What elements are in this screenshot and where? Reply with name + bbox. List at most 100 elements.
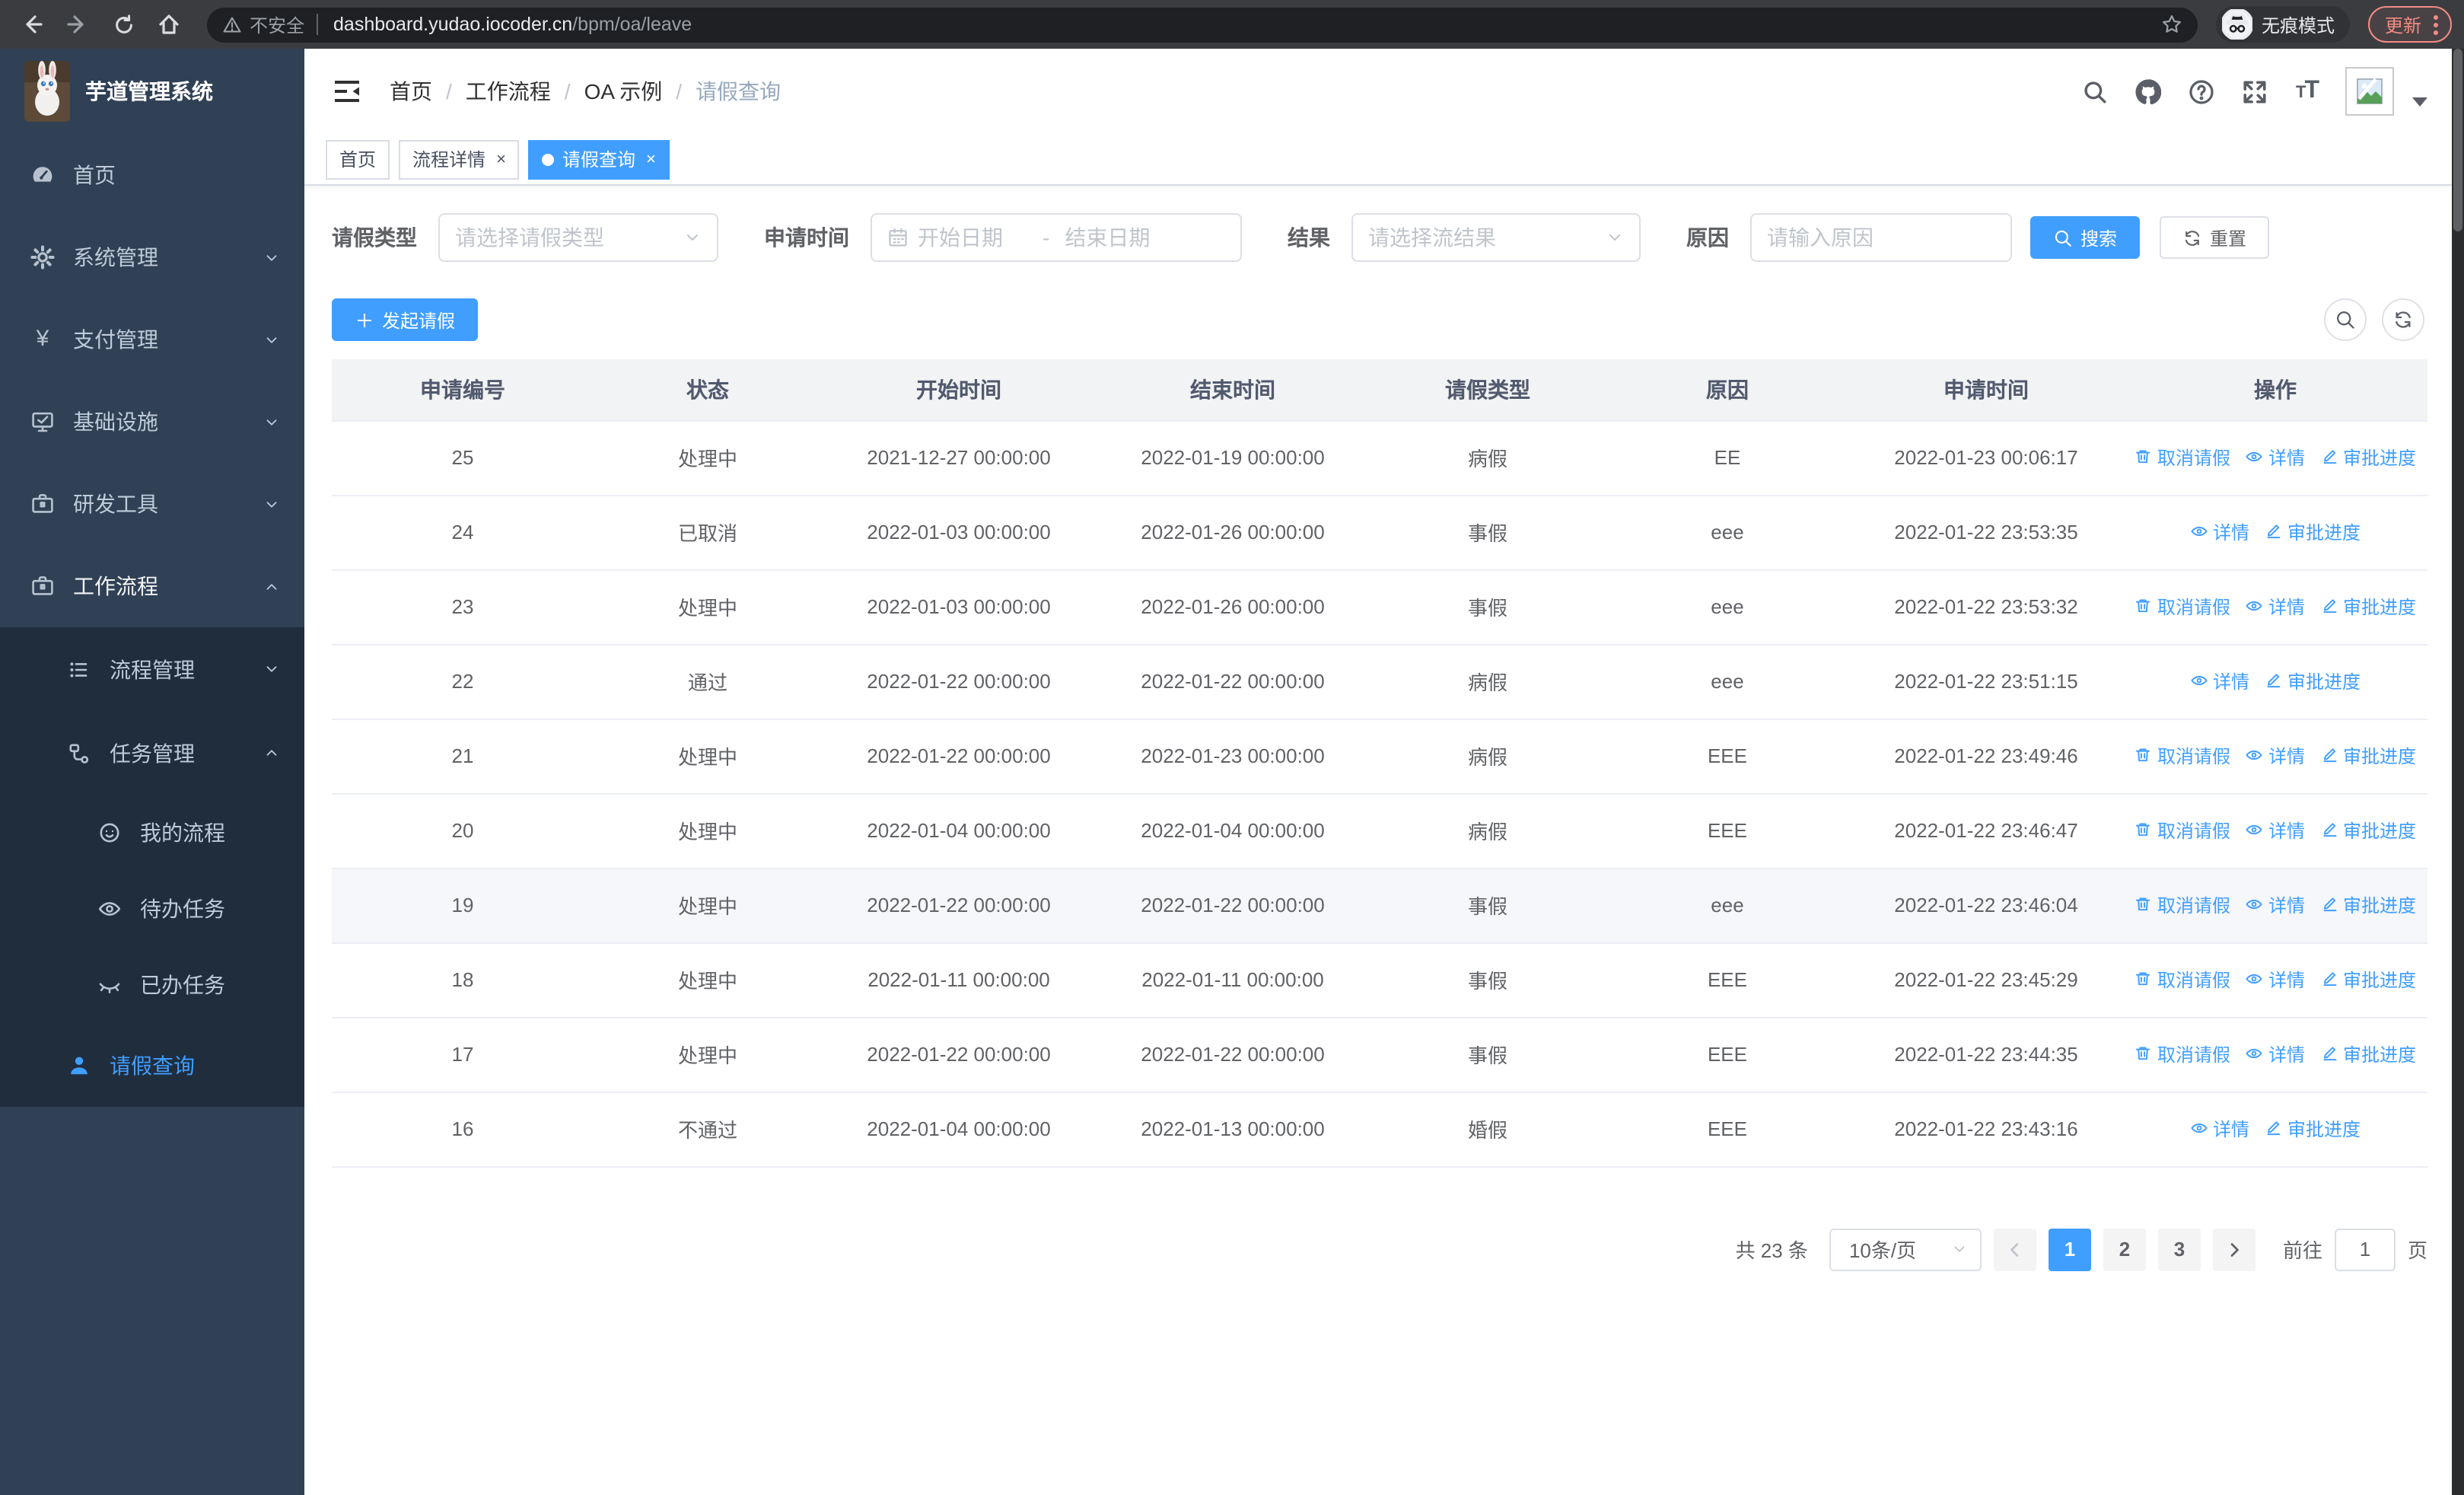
browser-home-button[interactable]: [149, 5, 189, 44]
sidebar-item[interactable]: 待办任务: [0, 871, 304, 947]
reason-input[interactable]: [1767, 225, 1995, 250]
reset-button[interactable]: 重置: [2160, 216, 2270, 259]
sidebar-item[interactable]: 请假查询: [0, 1023, 304, 1107]
leave-type-select[interactable]: [438, 213, 718, 262]
cell-start-time: 2022-01-04 00:00:00: [822, 793, 1096, 869]
app-logo[interactable]: 芋道管理系统: [0, 49, 304, 134]
detail-action-link[interactable]: 详情: [2246, 892, 2305, 918]
progress-action-link[interactable]: 审批进度: [2320, 743, 2416, 769]
tag-tabs-bar: 首页 流程详情 × 请假查询 ×: [304, 134, 2452, 186]
page-button-2[interactable]: 2: [2103, 1228, 2146, 1270]
tab-home[interactable]: 首页: [326, 139, 390, 179]
browser-back-button[interactable]: [12, 5, 52, 44]
apply-time-range-picker[interactable]: -: [871, 213, 1242, 262]
cell-apply-time: 2022-01-22 23:49:46: [1849, 719, 2123, 794]
detail-action-link[interactable]: 详情: [2246, 743, 2305, 769]
detail-action-link[interactable]: 详情: [2246, 594, 2305, 620]
header-search-icon[interactable]: [2083, 78, 2109, 104]
detail-action-link[interactable]: 详情: [2246, 967, 2305, 993]
sidebar-item[interactable]: 流程管理: [0, 627, 304, 711]
action-label: 详情: [2212, 671, 2249, 693]
sidebar-item[interactable]: 我的流程: [0, 795, 304, 871]
browser-reload-button[interactable]: [103, 5, 143, 44]
collapse-sidebar-icon[interactable]: [332, 76, 362, 107]
progress-action-link[interactable]: 审批进度: [2265, 1116, 2361, 1142]
refresh-table-button[interactable]: [2382, 298, 2424, 341]
fullscreen-icon[interactable]: [2243, 78, 2268, 104]
progress-action-link[interactable]: 审批进度: [2320, 445, 2416, 470]
address-bar[interactable]: 不安全 dashboard.yudao.iocoder.cn/bpm/oa/le…: [207, 7, 2198, 42]
sidebar-item[interactable]: 研发工具: [0, 463, 304, 545]
leave-type-select-input[interactable]: [455, 225, 674, 250]
sidebar-item[interactable]: 首页: [0, 134, 304, 216]
eye-icon: [2246, 900, 2263, 910]
result-select[interactable]: [1351, 213, 1641, 262]
user-avatar[interactable]: [2345, 67, 2394, 116]
sidebar-item[interactable]: 已办任务: [0, 947, 304, 1023]
browser-menu-icon[interactable]: [2434, 14, 2438, 34]
sidebar-item-label: 研发工具: [73, 492, 158, 516]
sidebar-item[interactable]: ¥ 支付管理: [0, 298, 304, 381]
cancel-action-link[interactable]: 取消请假: [2135, 967, 2230, 993]
sidebar-item[interactable]: 工作流程: [0, 545, 304, 627]
avatar-caret-icon[interactable]: [2412, 97, 2427, 107]
breadcrumb-item[interactable]: OA 示例: [584, 79, 663, 104]
detail-action-link[interactable]: 详情: [2246, 445, 2305, 470]
cancel-action-link[interactable]: 取消请假: [2135, 594, 2230, 620]
sidebar-item-label: 工作流程: [73, 574, 158, 598]
progress-action-link[interactable]: 审批进度: [2265, 519, 2361, 545]
search-button[interactable]: 搜索: [2030, 216, 2141, 259]
end-date-input[interactable]: [1065, 225, 1175, 250]
sidebar-item[interactable]: 系统管理: [0, 216, 304, 298]
breadcrumb-item[interactable]: 首页: [390, 79, 432, 104]
tab-leave-query[interactable]: 请假查询 ×: [528, 139, 670, 179]
close-tab-icon[interactable]: ×: [496, 150, 506, 168]
detail-action-link[interactable]: 详情: [2246, 1041, 2305, 1067]
tab-process-detail[interactable]: 流程详情 ×: [399, 139, 520, 179]
browser-update-button[interactable]: 更新: [2367, 6, 2452, 43]
page-size-select[interactable]: 10条/页: [1829, 1228, 1982, 1270]
toggle-search-button[interactable]: [2324, 298, 2367, 341]
progress-action-link[interactable]: 审批进度: [2320, 818, 2416, 843]
sidebar: 芋道管理系统 首页 系统管理 ¥ 支付管理 基础设施研发工具工作流程流程管理 任务管理我的…: [0, 49, 304, 1495]
github-icon[interactable]: [2136, 78, 2162, 104]
detail-action-link[interactable]: 详情: [2190, 519, 2249, 545]
prev-page-button[interactable]: [1993, 1228, 2036, 1270]
cancel-action-link[interactable]: 取消请假: [2135, 818, 2230, 843]
cancel-action-link[interactable]: 取消请假: [2135, 892, 2230, 918]
cell-leave-type: 病假: [1370, 420, 1606, 496]
close-tab-icon[interactable]: ×: [645, 150, 656, 168]
page-button-1[interactable]: 1: [2048, 1228, 2091, 1270]
create-leave-button[interactable]: 发起请假: [332, 298, 479, 341]
tab-label: 请假查询: [562, 149, 635, 171]
next-page-button[interactable]: [2212, 1228, 2255, 1270]
page-button-3[interactable]: 3: [2157, 1228, 2201, 1270]
progress-action-link[interactable]: 审批进度: [2320, 967, 2416, 993]
sidebar-item-label: 我的流程: [140, 821, 225, 845]
result-label: 结果: [1288, 225, 1330, 250]
progress-action-link[interactable]: 审批进度: [2320, 1041, 2416, 1067]
start-date-input[interactable]: [918, 225, 1027, 250]
bookmark-star-icon[interactable]: [2161, 14, 2182, 35]
detail-action-link[interactable]: 详情: [2190, 668, 2249, 694]
cancel-action-link[interactable]: 取消请假: [2135, 1041, 2230, 1067]
progress-action-link[interactable]: 审批进度: [2265, 668, 2361, 694]
monitor-icon: [32, 412, 53, 432]
sidebar-item[interactable]: 基础设施: [0, 381, 304, 463]
goto-page-input[interactable]: [2334, 1228, 2396, 1270]
font-size-icon[interactable]: TT: [2295, 78, 2319, 104]
progress-action-link[interactable]: 审批进度: [2320, 892, 2416, 918]
scrollbar-thumb[interactable]: [2453, 49, 2462, 231]
cancel-action-link[interactable]: 取消请假: [2135, 743, 2230, 769]
detail-action-link[interactable]: 详情: [2190, 1116, 2249, 1142]
detail-action-link[interactable]: 详情: [2246, 818, 2305, 843]
cancel-action-link[interactable]: 取消请假: [2135, 445, 2230, 470]
progress-action-link[interactable]: 审批进度: [2320, 594, 2416, 620]
result-select-input[interactable]: [1368, 225, 1597, 250]
browser-forward-button[interactable]: [58, 5, 97, 44]
reason-input-box[interactable]: [1750, 213, 2012, 262]
window-scrollbar[interactable]: [2452, 49, 2464, 1495]
sidebar-item[interactable]: 任务管理: [0, 711, 304, 795]
help-icon[interactable]: [2189, 78, 2215, 104]
breadcrumb-item[interactable]: 工作流程: [465, 79, 551, 104]
